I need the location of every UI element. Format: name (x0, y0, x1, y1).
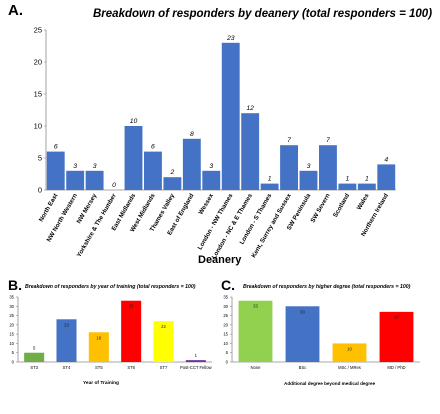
chart-a-y-tick-label: 5 (38, 154, 42, 163)
chart-a-y-tick-label: 0 (38, 186, 42, 195)
chart-c-data-label: 10 (347, 346, 352, 351)
chart-a-data-label: 7 (326, 137, 330, 144)
chart-a-bar (319, 145, 337, 190)
chart-b-y-tick-label: 15 (9, 332, 14, 337)
chart-a-data-label: 2 (169, 169, 174, 176)
chart-b-data-label: 23 (64, 322, 69, 327)
chart-c-category-label: MD / PhD (387, 365, 405, 370)
chart-c-bar (332, 343, 367, 362)
chart-b-y-tick-label: 25 (9, 313, 14, 318)
chart-a-bar (85, 170, 104, 190)
chart-c-bar (379, 311, 414, 362)
chart-c-y-tick-label: 20 (223, 322, 228, 327)
chart-b-category-label: ST5 (95, 365, 103, 370)
chart-a-data-label: 4 (384, 156, 388, 163)
chart-a-bar (241, 113, 260, 190)
chart-b-xlabel: Year of Training (83, 381, 119, 386)
chart-c-data-label: 30 (300, 309, 305, 314)
chart-a-bar (260, 183, 279, 190)
chart-b-category-label: ST6 (127, 365, 135, 370)
chart-a-bar (202, 170, 221, 190)
chart-a-data-label: 1 (268, 176, 272, 183)
chart-b-bar (121, 300, 142, 362)
chart-a-bar (280, 145, 298, 190)
chart-b-data-label: 33 (129, 304, 134, 309)
chart-c-title: Breakdown of responders by higher degree… (243, 284, 411, 290)
chart-b-bar (153, 321, 174, 362)
chart-c-y-tick-label: 0 (226, 359, 229, 364)
chart-b-title: Breakdown of responders by year of train… (25, 284, 196, 290)
chart-a-bar (357, 183, 376, 190)
chart-c-y-tick-label: 30 (223, 304, 228, 309)
chart-c-bar (238, 300, 273, 362)
chart-a-bar (221, 42, 240, 190)
chart-a-data-label: 3 (307, 163, 311, 170)
chart-a-data-label: 6 (151, 144, 155, 151)
chart-b-data-label: 16 (96, 335, 101, 340)
chart-a-title: Breakdown of responders by deanery (tota… (93, 8, 433, 20)
chart-a-data-label: 3 (73, 163, 77, 170)
chart-a-bar (46, 151, 65, 190)
chart-a-data-label: 1 (365, 176, 369, 183)
chart-a-data-label: 8 (190, 131, 194, 138)
chart-a-data-label: 3 (209, 163, 213, 170)
chart-a-bar (299, 170, 318, 190)
chart-b-data-label: 1 (195, 353, 198, 358)
chart-b-bar (88, 332, 109, 362)
chart-a-data-label: 0 (112, 182, 116, 189)
chart-b-category-label: Post-CCT Fellow (180, 365, 213, 370)
chart-c-category-label: MSc / MRes (338, 365, 361, 370)
chart-a-data-label: 10 (130, 118, 138, 125)
chart-b-category-label: ST3 (30, 365, 38, 370)
chart-a-bar (377, 164, 396, 190)
chart-b-bar (56, 319, 77, 362)
chart-c-y-tick-label: 5 (226, 350, 229, 355)
chart-c-y-tick-label: 25 (223, 313, 228, 318)
chart-c-xlabel: Additional degree beyond medical degree (284, 381, 376, 386)
panel-b-letter: B. (8, 277, 22, 293)
chart-c-y-tick-label: 10 (223, 341, 228, 346)
chart-a-y-tick-label: 20 (34, 58, 42, 67)
chart-b-data-label: 22 (161, 324, 166, 329)
chart-a-data-label: 3 (93, 163, 97, 170)
chart-a-y-tick-label: 25 (34, 26, 42, 35)
chart-c-category-label: BSc (299, 365, 307, 370)
chart-a-data-label: 1 (345, 176, 349, 183)
chart-a-bar (182, 138, 201, 190)
chart-a-y-tick-label: 10 (34, 122, 42, 131)
chart-a-xlabel: Deanery (198, 254, 242, 266)
chart-a-bar (144, 151, 162, 190)
chart-b-y-tick-label: 5 (12, 350, 15, 355)
chart-b-category-label: ST7 (160, 365, 168, 370)
chart-c-data-label: 33 (253, 304, 258, 309)
chart-b-y-tick-label: 20 (9, 322, 14, 327)
chart-c-y-tick-label: 15 (223, 332, 228, 337)
chart-b-y-tick-label: 0 (12, 359, 15, 364)
chart-c-y-tick-label: 35 (223, 294, 228, 299)
chart-a-bar (124, 126, 143, 190)
chart-c-data-label: 27 (394, 315, 399, 320)
chart-b-bar (24, 352, 45, 362)
chart-a-data-label: 6 (54, 144, 58, 151)
chart-a-bar (338, 183, 357, 190)
chart-a-data-label: 7 (287, 137, 291, 144)
chart-b-data-label: 5 (33, 346, 36, 351)
chart-a-y-tick-label: 15 (34, 90, 42, 99)
chart-c-bar (285, 306, 320, 362)
chart-b-bar (185, 360, 206, 362)
panel-c-letter: C. (221, 277, 235, 293)
chart-c-category-label: None (250, 365, 261, 370)
chart-a-bar (66, 170, 85, 190)
chart-b-y-tick-label: 30 (9, 304, 14, 309)
chart-b-category-label: ST4 (63, 365, 71, 370)
chart-b-y-tick-label: 35 (9, 294, 14, 299)
panel-a-letter: A. (8, 2, 23, 19)
chart-a-data-label: 23 (226, 35, 235, 42)
chart-b-y-tick-label: 10 (9, 341, 14, 346)
chart-a-bar (163, 177, 182, 190)
chart-a-data-label: 12 (246, 105, 254, 112)
